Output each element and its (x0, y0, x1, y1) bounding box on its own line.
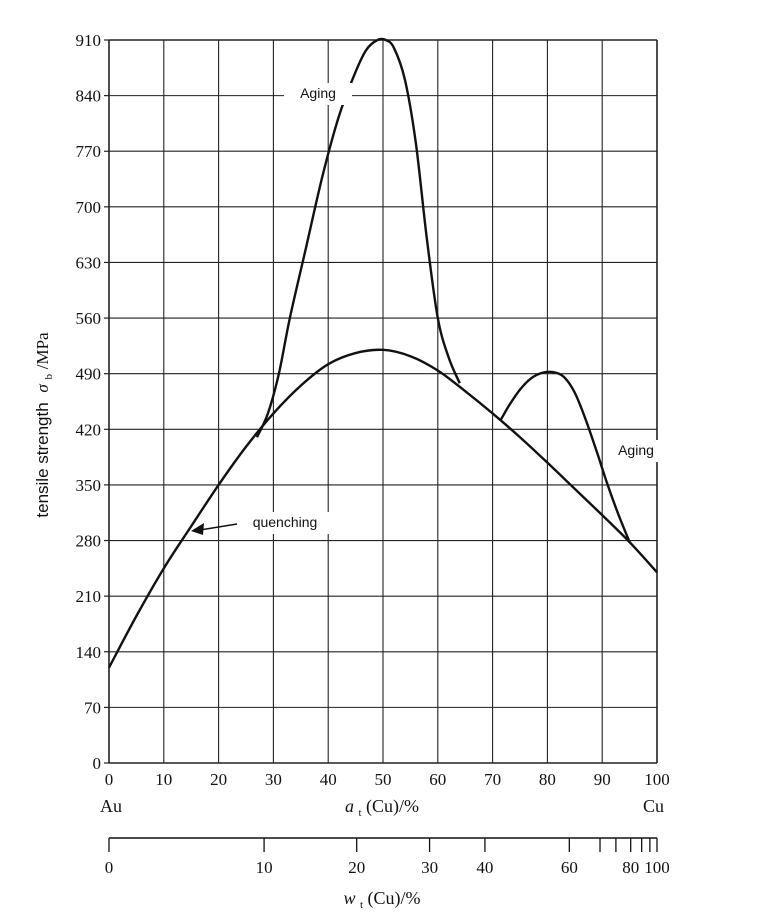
x-tick-label: 80 (539, 770, 556, 789)
x-tick-label: 60 (429, 770, 446, 789)
x-axis-label-primary-sub: t (358, 807, 361, 819)
x-axis-label-secondary-sub: t (360, 899, 363, 911)
x-tick-label: 0 (105, 770, 114, 789)
y-axis-label-unit: /MPa (33, 332, 52, 369)
annotation-label: Aging (618, 442, 654, 458)
annotation-label: quenching (253, 514, 318, 530)
x-tick-label: 20 (210, 770, 227, 789)
y-tick-label: 770 (76, 142, 102, 161)
y-tick-label: 630 (76, 253, 102, 272)
x-tick-label: 10 (155, 770, 172, 789)
tick-layer: 0 70 140 210 280 350 420 490 560 630 700 770 840 910 0… (76, 31, 670, 789)
secondary-tick-label: 10 (256, 858, 273, 877)
secondary-tick-label: 60 (561, 858, 578, 877)
y-tick-label: 840 (76, 87, 102, 106)
y-axis-label: tensile strength σ b /MPa (33, 332, 56, 518)
series-layer (107, 37, 658, 669)
secondary-tick-label: 100 (644, 858, 670, 877)
x-axis-label-primary-symbol: a (345, 796, 354, 816)
quenching-arrow-head (191, 523, 204, 535)
grid (108, 39, 658, 764)
annotation-bg (608, 440, 664, 462)
y-tick-label: 560 (76, 309, 102, 328)
series-line-quenching (107, 348, 658, 669)
secondary-tick-label: 80 (622, 858, 639, 877)
x-axis-label-secondary: w t (Cu)/% (343, 888, 420, 912)
y-axis-label-sub: b (43, 373, 55, 379)
annotation-bg (284, 83, 352, 105)
secondary-tick-label: 30 (421, 858, 438, 877)
annotation-layer: Aging quenching Aging (191, 83, 664, 535)
series-line-aging-2 (499, 370, 631, 543)
y-axis-label-symbol: σ (33, 384, 52, 393)
y-tick-label: 280 (76, 532, 102, 551)
x-tick-label: 40 (320, 770, 337, 789)
y-tick-label: 910 (76, 31, 102, 50)
x-tick-label: 50 (375, 770, 392, 789)
series-line-aging-1 (255, 37, 461, 438)
x-tick-label: 100 (644, 770, 670, 789)
x-left-label: Au (100, 796, 122, 816)
x-tick-label: 70 (484, 770, 501, 789)
secondary-tick-label: 0 (105, 858, 114, 877)
x-right-label: Cu (643, 796, 664, 816)
secondary-tick-label: 40 (476, 858, 493, 877)
x-axis-label-secondary-symbol: w (343, 888, 355, 908)
y-tick-label: 350 (76, 476, 102, 495)
y-tick-label: 700 (76, 198, 102, 217)
x-tick-label: 90 (594, 770, 611, 789)
y-tick-label: 70 (84, 698, 101, 717)
secondary-tick-label: 20 (348, 858, 365, 877)
annotation-bg (239, 512, 331, 534)
secondary-axis: 0 10 20 30 40 60 80 100 (105, 837, 670, 877)
x-axis-label-secondary-unit: (Cu)/% (368, 888, 421, 909)
quenching-arrow (199, 523, 238, 531)
x-tick-label: 30 (265, 770, 282, 789)
y-tick-label: 210 (76, 587, 102, 606)
annotation-label: Aging (300, 85, 336, 101)
y-tick-label: 0 (93, 754, 102, 773)
y-tick-label: 490 (76, 365, 102, 384)
x-axis-label-primary: a t (Cu)/% (345, 796, 419, 820)
y-tick-label: 420 (76, 420, 102, 439)
x-axis-label-primary-unit: (Cu)/% (366, 796, 419, 817)
y-tick-label: 140 (76, 643, 102, 662)
y-axis-label-text: tensile strength (33, 402, 52, 517)
